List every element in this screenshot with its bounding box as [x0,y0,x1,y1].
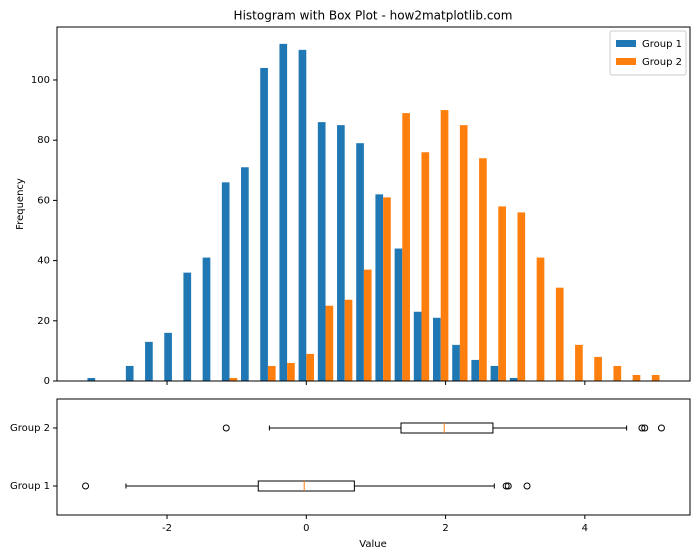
flier [502,482,510,490]
flier [641,424,649,432]
flier [504,482,512,490]
bar [413,311,422,381]
bar [536,257,545,381]
bar [555,287,564,381]
bar [229,377,238,381]
bar [613,365,622,381]
bar [517,212,526,381]
bar [183,272,192,381]
x-axis-label: Value [359,539,386,550]
bar [356,143,364,381]
box [400,422,494,434]
y-tick-label: 40 [37,256,50,267]
bar [306,353,314,381]
y-tick-label: 0 [44,376,50,387]
box [257,480,355,492]
y-tick-label: 60 [37,195,50,206]
legend-swatch [616,58,636,65]
bar [383,197,391,381]
x-tick-label: -2 [162,523,172,534]
bar [344,299,353,381]
bar [298,49,307,381]
bar [164,332,172,381]
bar [459,125,468,381]
x-tick-label: 4 [582,523,588,534]
bar [498,206,506,381]
y-tick-label: 20 [37,316,50,327]
bar [440,110,449,381]
bar [594,356,602,381]
bar [287,362,295,381]
y-tick-label: Group 2 [10,423,50,434]
flier [222,424,230,432]
bar [145,341,153,381]
y-axis-label: Frequency [15,178,26,230]
y-tick-label: 100 [31,75,50,86]
bar [421,152,430,381]
flier [638,424,646,432]
bar [575,344,583,381]
legend-swatch [616,40,636,47]
chart-title: Histogram with Box Plot - how2matplotlib… [234,9,513,23]
bar [317,122,326,382]
flier [523,482,531,490]
bar [452,344,460,381]
bar [394,248,403,381]
bar [87,377,96,381]
bar [375,194,384,381]
bar [402,113,410,382]
bar [632,374,641,381]
bar [241,167,249,381]
legend-frame [609,30,687,76]
bar [433,317,441,381]
bar [363,269,372,381]
flier [82,482,90,490]
bar [202,257,211,381]
bar [260,67,268,381]
bar [471,359,480,381]
bar [509,377,518,381]
bar [651,374,660,381]
bar [221,182,230,381]
y-tick-label: Group 1 [10,481,50,492]
bar [279,43,288,381]
bar [125,365,134,381]
plot-frame [56,398,691,516]
x-tick-label: 2 [442,523,448,534]
bar [267,365,276,381]
legend-label: Group 2 [642,57,682,68]
bar [490,365,499,381]
bar [325,305,334,381]
bar [479,158,487,381]
y-tick-label: 80 [37,135,50,146]
legend-label: Group 1 [642,39,682,50]
flier [657,424,665,432]
x-tick-label: 0 [303,523,309,534]
plot-frame [56,26,691,382]
bar [337,125,345,381]
